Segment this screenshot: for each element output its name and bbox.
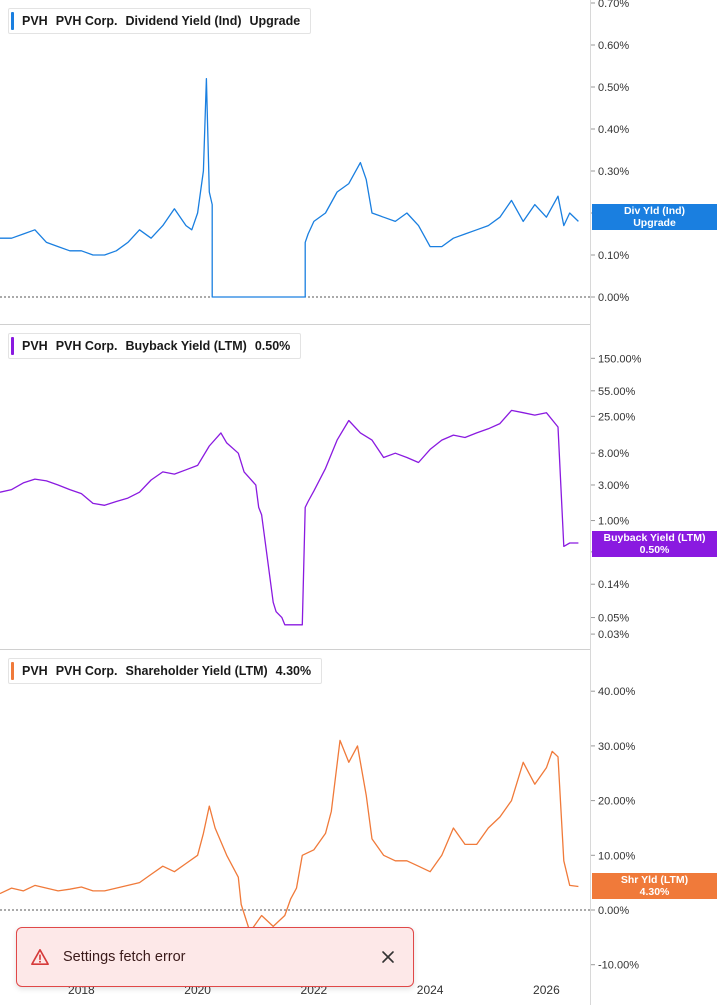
value-tag-dividend-yield: Div Yld (Ind) Upgrade: [592, 204, 717, 230]
series-line: [0, 77, 579, 298]
legend-ticker: PVH: [22, 14, 48, 28]
x-tick-label: 2026: [533, 983, 560, 997]
series-line: [0, 409, 579, 626]
y-tick-label: 30.00%: [598, 741, 636, 753]
y-tick-label: 0.05%: [598, 613, 629, 625]
close-icon[interactable]: [381, 950, 395, 964]
series-line: [0, 739, 579, 933]
legend-company: PVH Corp.: [55, 664, 118, 678]
value-tag-shareholder-yield: Shr Yld (LTM) 4.30%: [592, 873, 717, 899]
legend-value: 0.50%: [254, 339, 291, 353]
error-toast: Settings fetch error: [16, 927, 414, 987]
price-axis-divider: [590, 0, 591, 1005]
legend-ticker: PVH: [22, 339, 48, 353]
legend-ticker: PVH: [22, 664, 48, 678]
y-tick-label: 0.00%: [598, 292, 629, 304]
series-color-swatch: [11, 662, 14, 680]
legend-metric: Dividend Yield (Ind): [125, 14, 242, 28]
toast-message: Settings fetch error: [63, 949, 186, 965]
y-tick-label: 20.00%: [598, 796, 636, 808]
y-tick-label: 0.10%: [598, 250, 629, 262]
y-tick-label: 0.60%: [598, 40, 629, 52]
pane-divider: [0, 324, 590, 325]
legend-value[interactable]: Upgrade: [249, 14, 301, 28]
warning-triangle-icon: [31, 948, 49, 966]
y-tick-label: 55.00%: [598, 386, 636, 398]
y-tick-label: 10.00%: [598, 850, 636, 862]
legend-metric: Shareholder Yield (LTM): [125, 664, 268, 678]
value-tag-buyback-yield: Buyback Yield (LTM) 0.50%: [592, 531, 717, 557]
value-tag-label: Div Yld (Ind): [623, 205, 686, 217]
value-tag-value: Upgrade: [633, 217, 676, 229]
legend-metric: Buyback Yield (LTM): [125, 339, 247, 353]
value-tag-label: Shr Yld (LTM): [620, 874, 689, 886]
y-tick-label: 3.00%: [598, 480, 629, 492]
y-tick-label: 40.00%: [598, 686, 636, 698]
series-color-swatch: [11, 12, 14, 30]
y-tick-label: 0.03%: [598, 629, 629, 641]
legend-value: 4.30%: [275, 664, 312, 678]
y-tick-label: 0.00%: [598, 905, 629, 917]
value-tag-label: Buyback Yield (LTM): [603, 532, 706, 544]
y-tick-label: 0.50%: [598, 82, 629, 94]
series-color-swatch: [11, 337, 14, 355]
y-tick-label: 1.00%: [598, 516, 629, 528]
y-tick-label: 0.70%: [598, 0, 629, 10]
value-tag-value: 4.30%: [639, 886, 670, 898]
legend-company: PVH Corp.: [55, 339, 118, 353]
y-tick-label: 0.40%: [598, 124, 629, 136]
x-tick-label: 2024: [417, 983, 444, 997]
y-tick-label: 150.00%: [598, 353, 642, 365]
y-tick-label: 0.14%: [598, 579, 629, 591]
y-tick-label: 0.30%: [598, 166, 629, 178]
legend-buyback-yield[interactable]: PVH PVH Corp. Buyback Yield (LTM) 0.50%: [8, 333, 302, 359]
y-tick-label: -10.00%: [598, 960, 639, 972]
y-tick-label: 8.00%: [598, 448, 629, 460]
legend-company: PVH Corp.: [55, 14, 118, 28]
legend-dividend-yield[interactable]: PVH PVH Corp. Dividend Yield (Ind) Upgra…: [8, 8, 312, 34]
pane-divider: [0, 649, 590, 650]
y-tick-label: 25.00%: [598, 411, 636, 423]
legend-shareholder-yield[interactable]: PVH PVH Corp. Shareholder Yield (LTM) 4.…: [8, 658, 323, 684]
value-tag-value: 0.50%: [639, 544, 670, 556]
